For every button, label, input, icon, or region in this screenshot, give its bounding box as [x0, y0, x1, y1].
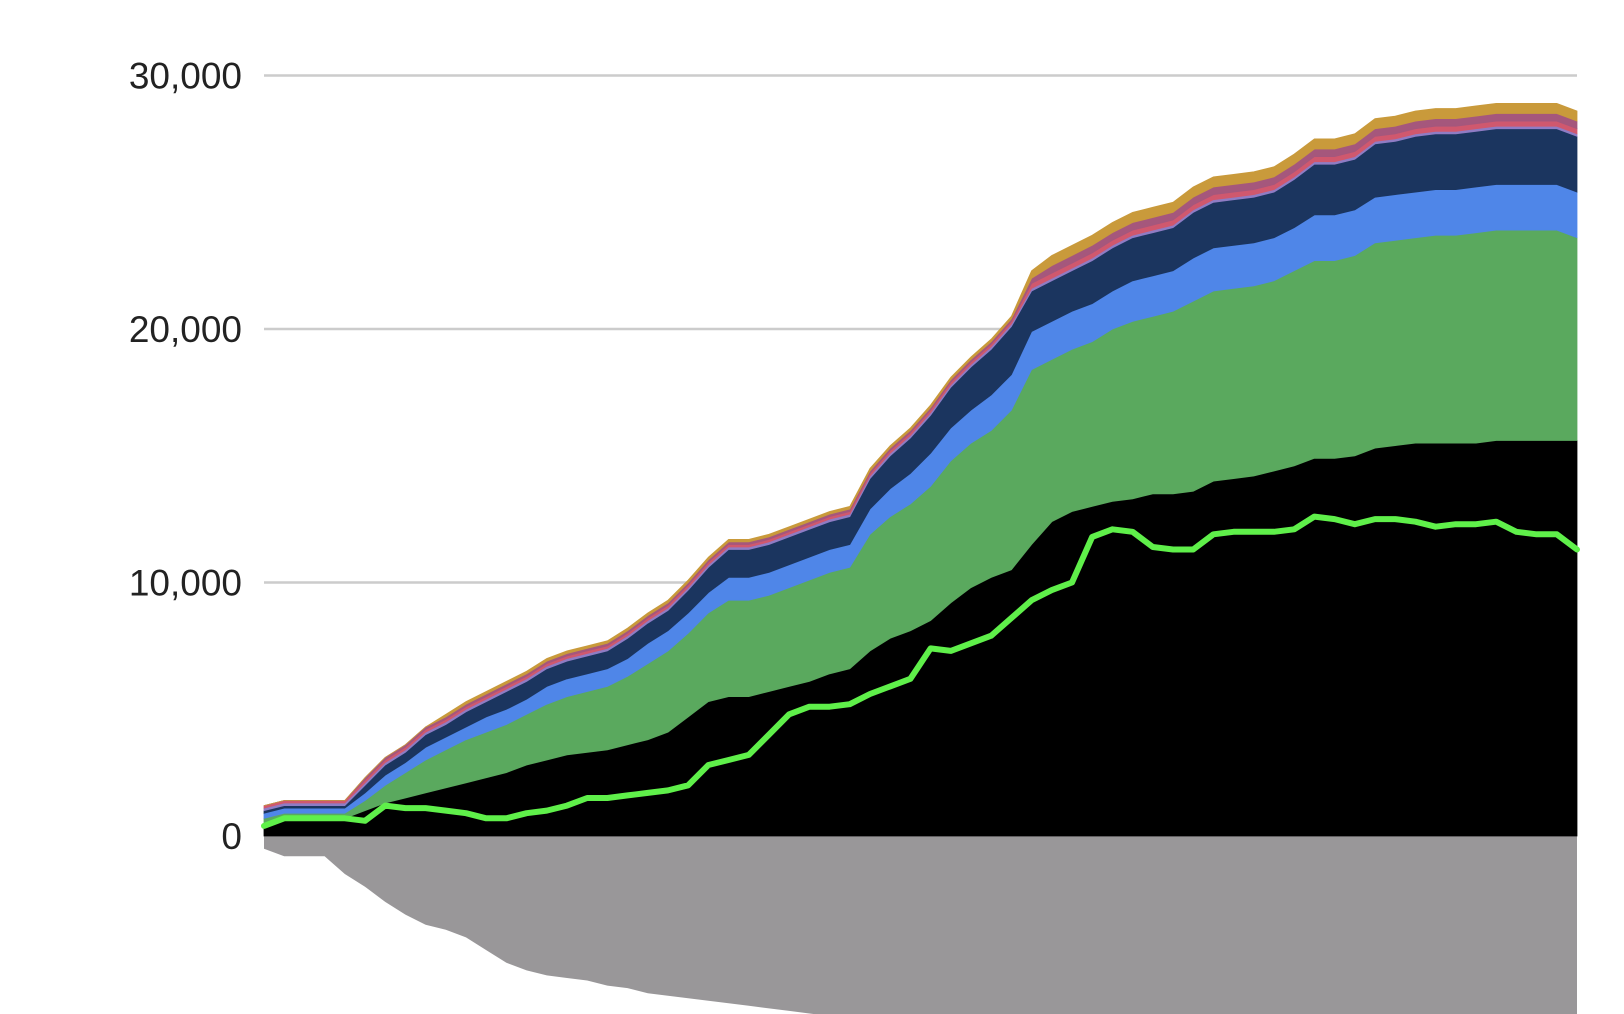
line-series [261, 513, 1580, 829]
y-tick-label-2: 20,000 [129, 309, 242, 350]
area-series-7 [263, 103, 1578, 806]
negative-area-layer [264, 836, 1577, 1014]
y-tick-label-0: 0 [221, 816, 242, 857]
line-series-layer [261, 513, 1580, 829]
negative-area [264, 836, 1577, 1014]
stacked-area-layer [263, 103, 1578, 837]
y-tick-label-3: 30,000 [129, 56, 242, 97]
y-axis-tick-labels: 0 10,000 20,000 30,000 [129, 56, 242, 858]
y-tick-label-1: 10,000 [129, 563, 242, 604]
